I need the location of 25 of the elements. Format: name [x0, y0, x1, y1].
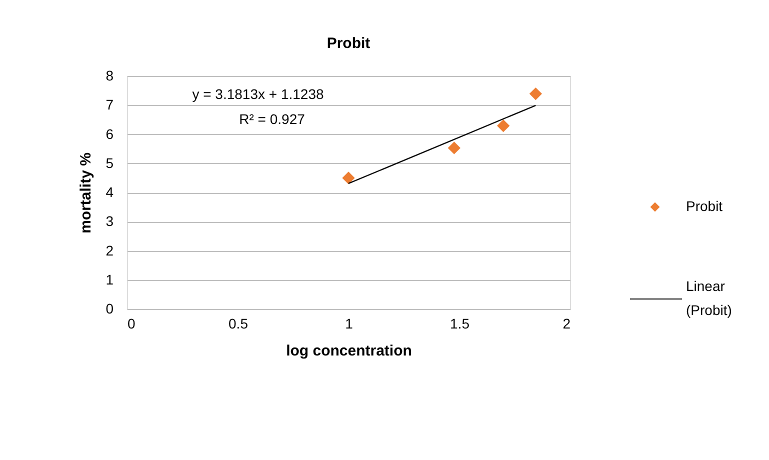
y-tick-label: 7 [106, 96, 114, 113]
legend-label: Linear (Probit) [686, 278, 732, 318]
y-tick-label: 8 [106, 68, 114, 84]
point [448, 142, 460, 154]
y-tick-label: 3 [106, 213, 114, 230]
chart-title: Probit [326, 35, 370, 52]
annotation: y = 3.1813x + 1.1238 [192, 86, 324, 102]
point [497, 119, 510, 132]
point [529, 87, 542, 100]
annotation: R² = 0.927 [239, 111, 306, 127]
x-tick-label: 1.5 [450, 316, 470, 332]
y-tick-label: 0 [106, 300, 114, 316]
point [342, 172, 355, 184]
y-tick-label: 6 [106, 126, 114, 142]
legend-label: Probit [686, 198, 723, 214]
y-tick-label: 2 [106, 242, 114, 258]
y-tick-label: 4 [106, 184, 114, 200]
x-axis-title: log concentration [286, 342, 412, 360]
y-axis-title: mortality % [78, 152, 95, 234]
x-tick-label: 1 [345, 316, 354, 332]
x-tick-label: 0.5 [228, 316, 248, 332]
y-tick-label: 1 [106, 271, 114, 288]
y-tick-label: 5 [106, 154, 114, 171]
x-tick-label: 0 [128, 316, 136, 332]
x-tick-label: 2 [562, 316, 571, 332]
